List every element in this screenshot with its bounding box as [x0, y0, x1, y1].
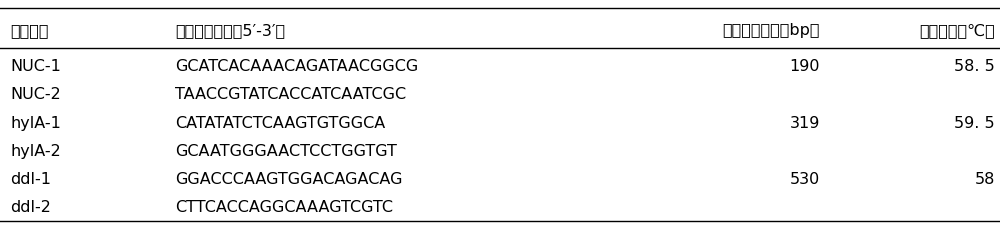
Text: 58: 58 [975, 171, 995, 186]
Text: NUC-2: NUC-2 [10, 86, 61, 101]
Text: GCATCACAAACAGATAACGGCG: GCATCACAAACAGATAACGGCG [175, 59, 418, 74]
Text: 引物名称: 引物名称 [10, 23, 48, 38]
Text: hylA-2: hylA-2 [10, 144, 61, 158]
Text: CATATATCTCAAGTGTGGCA: CATATATCTCAAGTGTGGCA [175, 116, 385, 131]
Text: 530: 530 [790, 171, 820, 186]
Text: ddl-2: ddl-2 [10, 199, 51, 214]
Text: 引物碱基序列（5′-3′）: 引物碱基序列（5′-3′） [175, 23, 285, 38]
Text: GCAATGGGAACTCCTGGTGT: GCAATGGGAACTCCTGGTGT [175, 144, 397, 158]
Text: 58. 5: 58. 5 [954, 59, 995, 74]
Text: 扩增片段长度（bp）: 扩增片段长度（bp） [722, 23, 820, 38]
Text: 59. 5: 59. 5 [954, 116, 995, 131]
Text: NUC-1: NUC-1 [10, 59, 61, 74]
Text: GGACCCAAGTGGACAGACAG: GGACCCAAGTGGACAGACAG [175, 171, 402, 186]
Text: hylA-1: hylA-1 [10, 116, 61, 131]
Text: 190: 190 [790, 59, 820, 74]
Text: ddl-1: ddl-1 [10, 171, 51, 186]
Text: TAACCGTATCACCATCAATCGC: TAACCGTATCACCATCAATCGC [175, 86, 406, 101]
Text: 退火温度（℃）: 退火温度（℃） [919, 23, 995, 38]
Text: CTTCACCAGGCAAAGTCGTC: CTTCACCAGGCAAAGTCGTC [175, 199, 393, 214]
Text: 319: 319 [790, 116, 820, 131]
